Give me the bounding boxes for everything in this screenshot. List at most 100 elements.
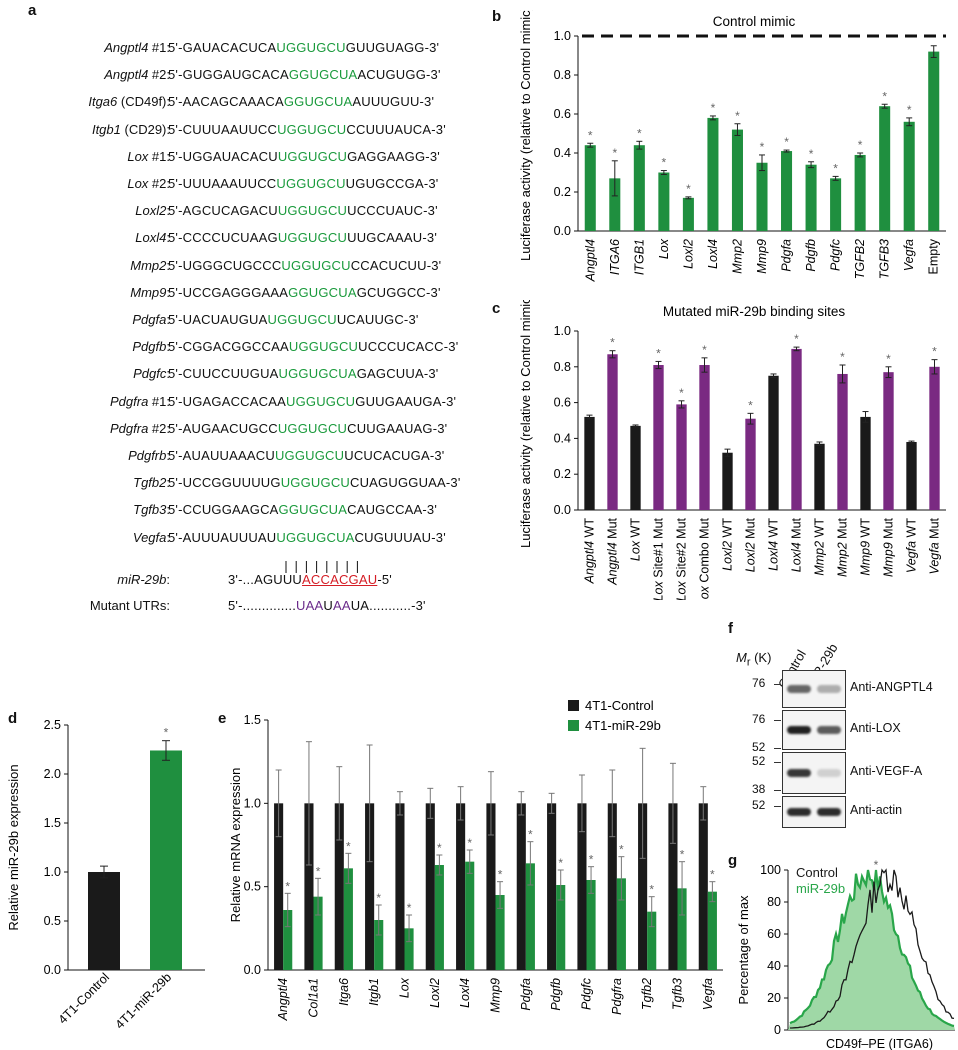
gene-suffix: : — [166, 502, 170, 518]
x-tick-label: Pdgfa — [780, 239, 794, 272]
x-tick-gene: Vegfa — [905, 541, 919, 573]
y-tick-label: 2.0 — [44, 767, 61, 781]
legend-label: 4T1-Control — [585, 698, 654, 713]
x-tick-label: Pdgfa — [519, 978, 533, 1011]
bar — [374, 920, 384, 970]
gene-name: Mmp2 — [130, 257, 167, 273]
mw-tick — [774, 684, 781, 685]
significance-asterisk: * — [316, 864, 321, 878]
chart-b-title: Control mimic — [713, 14, 796, 29]
bar — [860, 416, 871, 510]
bar — [699, 365, 710, 510]
utr-seed-site: GGUGCUA — [278, 502, 348, 518]
utr-sequence: 5'-CCUGGAAGCAGGUGCUACAUGCCAA-3' — [168, 502, 437, 517]
x-tick-label: ITGB1 — [632, 239, 646, 275]
y-tick-label: 1.0 — [554, 324, 571, 338]
bar — [425, 803, 435, 970]
bar — [791, 348, 802, 510]
gene-name: Tgfb3 — [133, 502, 167, 518]
gene-name: Pdgfb — [132, 339, 167, 355]
gene-suffix: #1: — [148, 148, 170, 164]
panel-c-chart: Mutated miR-29b binding sites Luciferase … — [518, 300, 946, 600]
blot-band — [787, 769, 811, 777]
x-tick-label: Itga6 — [337, 978, 351, 1006]
significance-asterisk: * — [285, 879, 290, 893]
utr-post: CUGUUUAU-3' — [354, 529, 446, 545]
significance-asterisk: * — [735, 109, 740, 123]
x-tick-gene: Mmp2 — [813, 541, 827, 576]
utr-seed-site: UGGUGCU — [276, 176, 346, 191]
bar — [929, 366, 940, 510]
bar — [584, 416, 595, 510]
utr-post: CUAGUGGUAA-3' — [350, 475, 461, 491]
utr-pre: 5'-AGCUCAGACU — [168, 203, 278, 219]
gene-name: Pdgfc — [133, 366, 167, 382]
bar — [633, 145, 645, 231]
x-tick-gene: Lox — [675, 580, 689, 600]
blot-band — [787, 685, 811, 693]
significance-asterisk: * — [558, 856, 563, 870]
significance-asterisk: * — [649, 883, 654, 897]
utr-seed-site: UGGUGCU — [277, 203, 348, 219]
antibody-label: Anti-ANGPTL4 — [850, 680, 933, 694]
x-tick-label: Mmp2 WT — [813, 518, 827, 576]
utr-post: UCAUUGC-3' — [336, 312, 419, 327]
gene-name: Pdgfra — [110, 393, 149, 409]
gene-suffix: : — [166, 312, 170, 327]
blot-band — [817, 769, 841, 777]
x-tick-variant: Mut — [836, 517, 850, 542]
bar — [903, 121, 915, 231]
utr-seed-site: UGGUGCU — [281, 257, 351, 273]
x-tick-label: ITGA6 — [608, 239, 622, 275]
gene-name: Angptl4 — [104, 67, 149, 83]
chart-g-ylabel: Percentage of max — [736, 895, 751, 1005]
mutant-post: UA...........-3' — [350, 598, 426, 613]
y-tick-label: 0.2 — [554, 185, 571, 199]
utr-seed-site: GGUGCUA — [283, 94, 353, 110]
y-tick-label: 0.0 — [44, 963, 61, 977]
panel-letter-c: c — [492, 300, 501, 317]
y-tick-label: 0.0 — [554, 503, 571, 517]
bar — [343, 868, 353, 970]
bar — [334, 803, 344, 970]
utr-seed-site: UGGUGCUA — [276, 529, 355, 545]
y-tick-label: 0.8 — [554, 360, 571, 374]
x-tick-label: Mmp2 Mut — [836, 517, 850, 577]
bar — [616, 878, 626, 970]
significance-asterisk: * — [589, 853, 594, 867]
utr-seed-site: UGGUGCU — [288, 339, 359, 355]
bar — [607, 354, 618, 510]
x-tick-label: 4T1-miR-29b — [113, 970, 175, 1032]
significance-asterisk: * — [498, 868, 503, 882]
utr-post: UUGCAAAU-3' — [347, 230, 438, 246]
y-tick-label: 0.6 — [554, 107, 571, 121]
bar — [495, 895, 505, 970]
gene-label: Pdgfrb: — [20, 448, 170, 463]
y-tick-label: 20 — [767, 991, 781, 1005]
utr-pre: 5'-UCCGAGGGAAA — [168, 284, 289, 300]
x-tick-label: Loxl2 Mut — [744, 517, 758, 572]
utr-post: GUUGUAGG-3' — [345, 40, 440, 55]
gene-suffix: #1: — [148, 40, 170, 55]
x-tick-variant: WT — [767, 518, 781, 541]
utr-post: AUUUGUU-3' — [352, 94, 435, 110]
x-tick-label: Angptl4 Mut — [606, 517, 620, 585]
mutant-mut2: A — [314, 598, 324, 613]
significance-asterisk: * — [784, 135, 789, 149]
bar — [630, 425, 641, 510]
legend-label-mir29b: miR-29b — [796, 881, 845, 896]
bar — [677, 888, 687, 970]
bar — [781, 151, 793, 231]
gene-label: Loxl4: — [20, 230, 170, 245]
utr-post: CCACUCUU-3' — [350, 257, 442, 273]
bar — [653, 365, 664, 510]
mr-unit: (K) — [750, 650, 772, 665]
utr-seed-site: UGGUGCU — [285, 393, 356, 409]
significance-asterisk: * — [882, 89, 887, 103]
mw-marker: 52 — [752, 754, 766, 768]
bar — [584, 145, 596, 231]
utr-sequence: 5'-UUUAAAUUCCUGGUGCUUGUGCCGA-3' — [168, 176, 438, 191]
gene-label: Lox #2: — [20, 176, 170, 191]
gene-label: Mmp2: — [20, 258, 170, 273]
mw-tick — [774, 806, 781, 807]
